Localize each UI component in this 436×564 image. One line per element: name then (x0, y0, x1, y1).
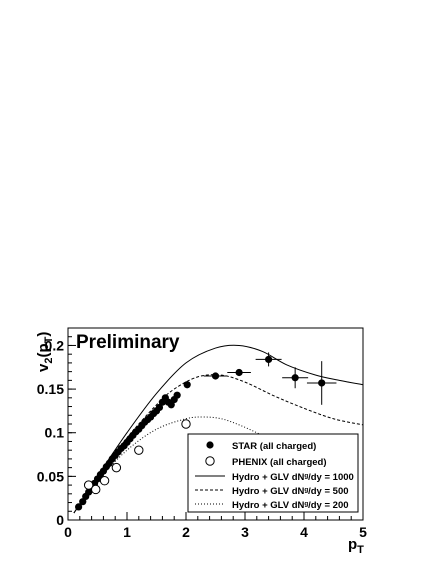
curve-solid (73, 344, 364, 514)
ticks-layer: 0 1 2 3 4 5 0 0.05 0.1 0.15 0.2 (37, 327, 367, 540)
legend: STAR (all charged) PHENIX (all charged) … (187, 433, 359, 513)
star-data-point (183, 381, 191, 389)
x-axis-title: pT (348, 536, 364, 556)
y-tick-label: 0.1 (45, 425, 65, 441)
legend-label-1000: Hydro + GLV dNᵍ/dy = 1000 (232, 472, 354, 483)
star-data-point (318, 379, 326, 387)
legend-box (187, 433, 359, 513)
phenix-data-point (91, 484, 101, 495)
points-layer (75, 352, 337, 511)
x-tick-label: 3 (241, 524, 249, 540)
phenix-data-point (181, 419, 191, 429)
y-tick-label: 0.05 (37, 468, 64, 484)
preliminary-label: Preliminary (76, 332, 180, 353)
legend-label-200: Hydro + GLV dNᵍ/dy = 200 (232, 500, 349, 511)
phenix-data-point (111, 462, 122, 473)
phenix-data-point (99, 476, 110, 486)
legend-marker-phenix (205, 456, 215, 466)
y-tick-label: 0.2 (45, 337, 65, 353)
phenix-data-point (134, 445, 144, 455)
legend-label-500: Hydro + GLV dNᵍ/dy = 500 (232, 486, 349, 497)
legend-marker-star (206, 441, 214, 449)
y-tick-label: 0 (56, 512, 64, 528)
star-data-point (155, 403, 164, 412)
star-data-point (211, 372, 220, 380)
star-data-point (167, 401, 175, 409)
y-axis-title: v2(pT) (35, 332, 55, 372)
phenix-data-point (83, 480, 94, 490)
legend-label-star: STAR (all charged) (232, 441, 316, 452)
x-tick-label: 5 (359, 524, 367, 540)
x-tick-label: 1 (123, 524, 131, 540)
star-data-point (291, 374, 299, 382)
x-tick-label: 4 (300, 524, 308, 540)
star-data-point (173, 391, 181, 399)
legend-label-phenix: PHENIX (all charged) (232, 457, 327, 468)
star-data-point (79, 498, 87, 506)
star-data-point (265, 355, 273, 364)
star-data-point (235, 368, 243, 377)
x-tick-label: 2 (182, 524, 190, 540)
x-tick-label: 0 (64, 524, 72, 540)
curve-dotted (73, 416, 275, 514)
star-data-point (75, 503, 83, 511)
y-tick-label: 0.15 (37, 381, 64, 397)
